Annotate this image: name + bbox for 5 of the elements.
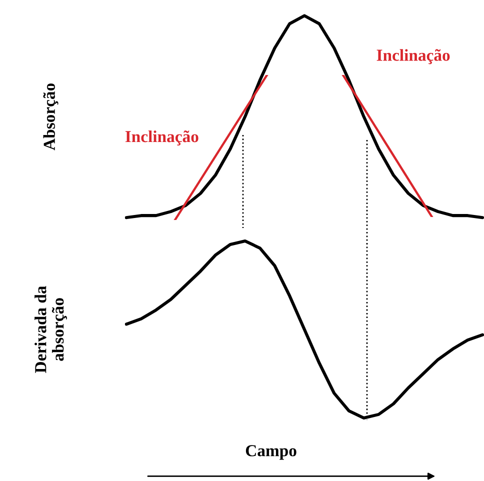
y-axis-title: Absorção bbox=[43, 83, 58, 150]
annotation: Inclinação bbox=[125, 130, 198, 146]
annotation: Inclinação bbox=[376, 49, 450, 64]
y-axis-title: Derivada da absorção bbox=[34, 286, 67, 373]
x-axis-title: Campo bbox=[246, 445, 296, 460]
